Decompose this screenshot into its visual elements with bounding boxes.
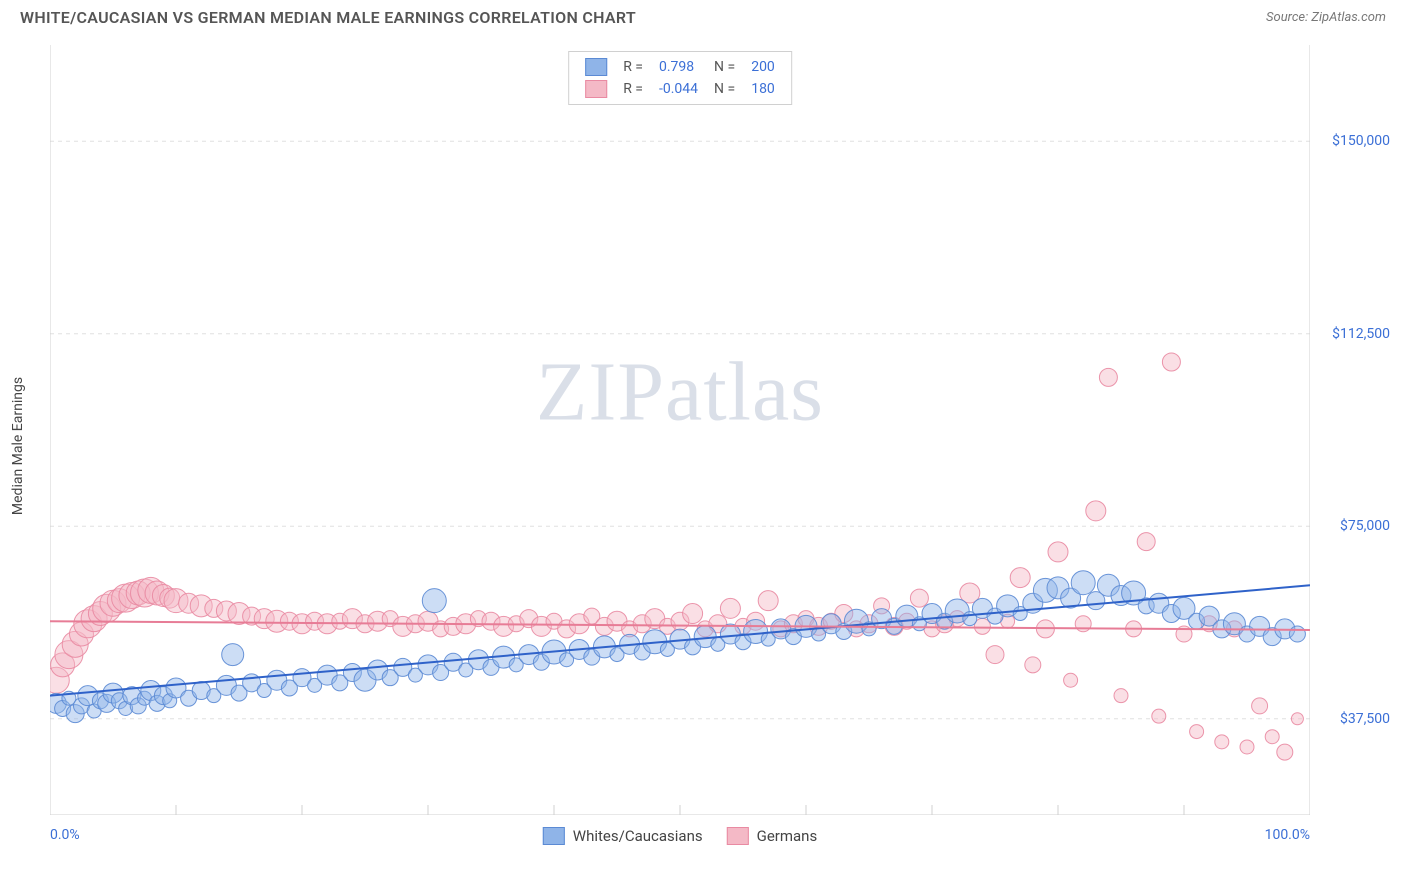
x-axis-end-label: 100.0% [1265,827,1310,843]
legend-bottom: Whites/Caucasians Germans [543,827,817,845]
y-tick-label: $150,000 [1320,133,1390,149]
legend-item-white: Whites/Caucasians [543,827,703,845]
chart-area: ZIPatlas R = 0.798 N = 200 R = -0.044 N … [50,45,1310,815]
legend-row-white: R = 0.798 N = 200 [577,56,783,78]
x-axis-start-label: 0.0% [50,827,80,843]
legend-row-german: R = -0.044 N = 180 [577,78,783,100]
swatch-white-bottom [543,827,565,845]
swatch-german [585,80,607,98]
source-attribution: Source: ZipAtlas.com [1266,10,1386,25]
y-tick-label: $112,500 [1320,326,1390,342]
y-axis-label: Median Male Earnings [10,377,26,515]
legend-item-german: Germans [727,827,818,845]
swatch-german-bottom [727,827,749,845]
swatch-white [585,58,607,76]
legend-statistics: R = 0.798 N = 200 R = -0.044 N = 180 [568,51,792,105]
y-tick-label: $75,000 [1320,518,1390,534]
y-tick-label: $37,500 [1320,711,1390,727]
chart-title: WHITE/CAUCASIAN VS GERMAN MEDIAN MALE EA… [20,8,636,27]
scatter-plot-svg [50,45,1310,815]
